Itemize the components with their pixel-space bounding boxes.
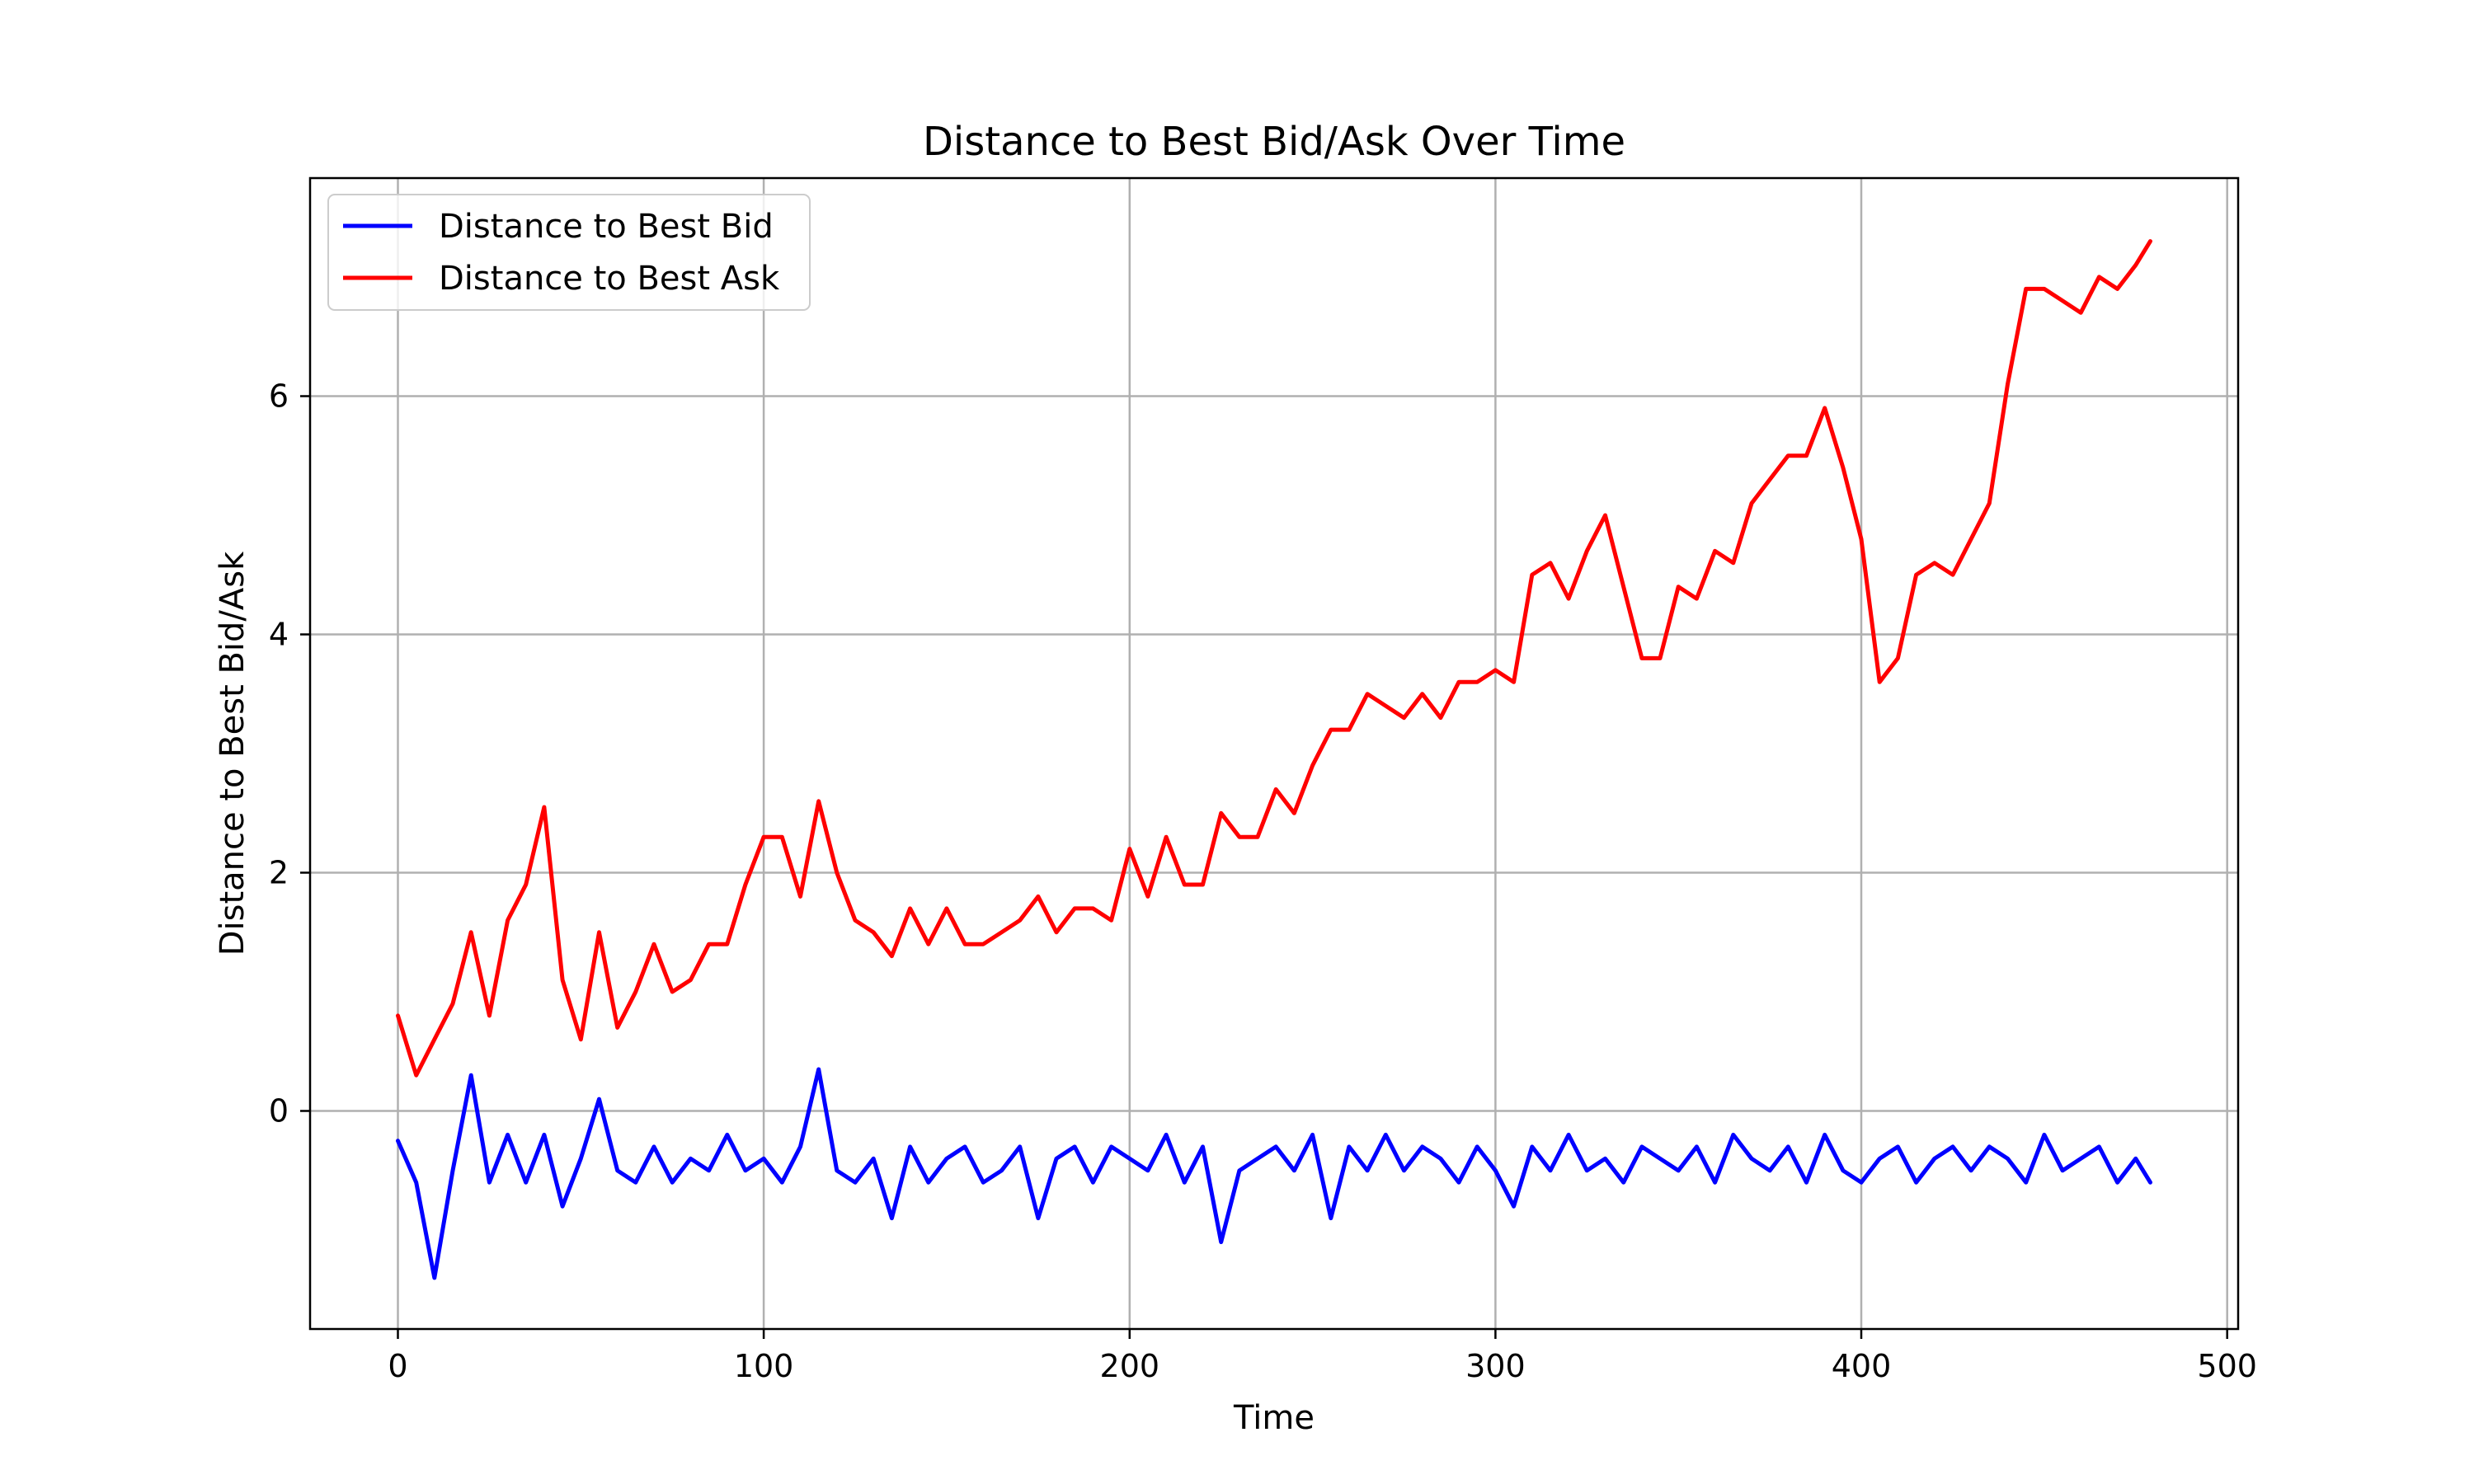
x-tick-label: 400 bbox=[1832, 1348, 1892, 1384]
legend: Distance to Best Bid Distance to Best As… bbox=[327, 194, 811, 311]
x-tick-label: 100 bbox=[734, 1348, 794, 1384]
plot-area-frame bbox=[308, 176, 2240, 1331]
legend-label-distance-to-best-ask: Distance to Best Ask bbox=[439, 260, 780, 298]
y-tick-label: 2 bbox=[269, 855, 289, 891]
chart-title: Distance to Best Bid/Ask Over Time bbox=[923, 119, 1625, 165]
series-line-distance-to-best-bid bbox=[396, 1067, 2152, 1280]
series-line-distance-to-best-ask bbox=[396, 239, 2152, 1078]
x-tick-label: 500 bbox=[2197, 1348, 2257, 1384]
axis-ticks: 0 100 200 300 400 500 0 2 4 6 bbox=[269, 378, 2257, 1385]
x-tick-label: 200 bbox=[1100, 1348, 1160, 1384]
legend-label-distance-to-best-bid: Distance to Best Bid bbox=[439, 208, 774, 246]
x-axis-label: Time bbox=[1233, 1399, 1315, 1437]
legend-box bbox=[327, 194, 811, 311]
y-tick-label: 0 bbox=[269, 1093, 289, 1129]
y-axis-label: Distance to Best Bid/Ask bbox=[214, 551, 252, 956]
y-tick-label: 4 bbox=[269, 617, 289, 653]
series-lines bbox=[396, 239, 2152, 1280]
x-tick-label: 300 bbox=[1465, 1348, 1526, 1384]
x-tick-label: 0 bbox=[388, 1348, 407, 1384]
y-tick-label: 6 bbox=[269, 378, 289, 415]
grid-lines bbox=[310, 178, 2238, 1329]
